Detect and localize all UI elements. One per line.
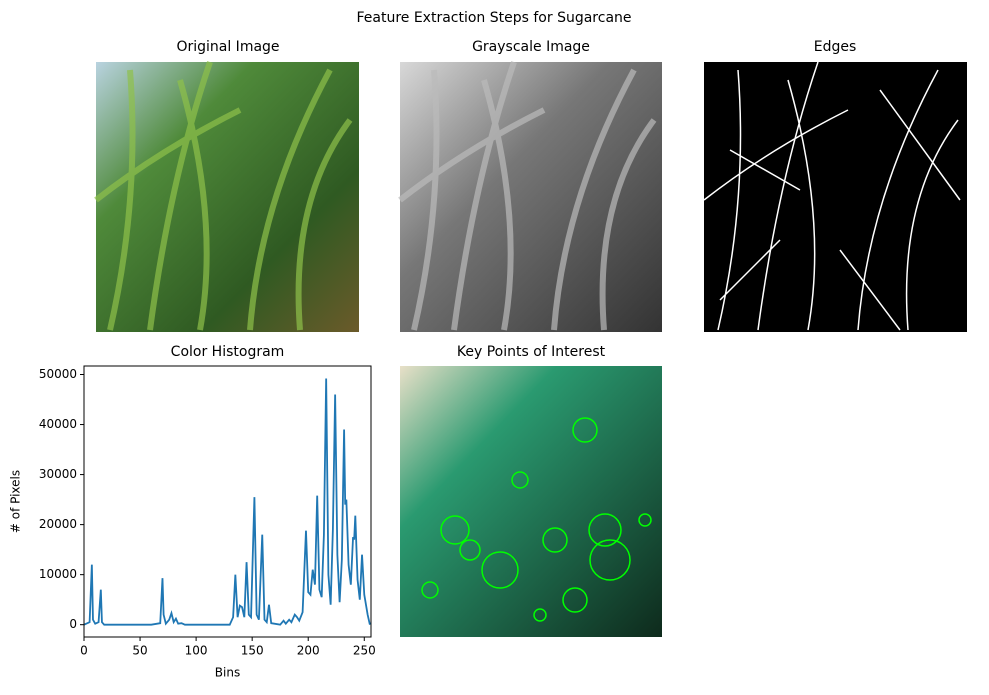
y-tick-label: 10000	[39, 567, 77, 581]
image-title: Key Points of Interest	[457, 344, 606, 360]
y-tick-label: 50000	[39, 367, 77, 381]
x-tick-label: 100	[185, 644, 208, 658]
edges-image	[703, 61, 967, 332]
y-axis-label: # of Pixels	[9, 470, 23, 533]
x-tick-label: 0	[80, 644, 88, 658]
grayscale-image	[398, 61, 662, 332]
x-axis-label: Bins	[215, 666, 240, 680]
chart-title: Color Histogram	[171, 344, 285, 360]
x-tick-label: 50	[132, 644, 147, 658]
figure-title: Feature Extraction Steps for Sugarcane	[356, 10, 631, 26]
x-tick-label: 250	[353, 644, 376, 658]
image-title: Original Image	[176, 39, 279, 55]
original-image	[94, 61, 359, 332]
x-tick-label: 150	[241, 644, 264, 658]
image-title: Edges	[814, 39, 857, 55]
y-tick-label: 30000	[39, 467, 77, 481]
y-tick-label: 0	[69, 617, 77, 631]
histogram-line	[83, 378, 371, 626]
keypoints-image	[400, 366, 662, 637]
x-tick-label: 200	[297, 644, 320, 658]
image-title: Grayscale Image	[472, 39, 590, 55]
y-tick-label: 40000	[39, 417, 77, 431]
axes-frame	[83, 365, 372, 638]
y-tick-label: 20000	[39, 517, 77, 531]
